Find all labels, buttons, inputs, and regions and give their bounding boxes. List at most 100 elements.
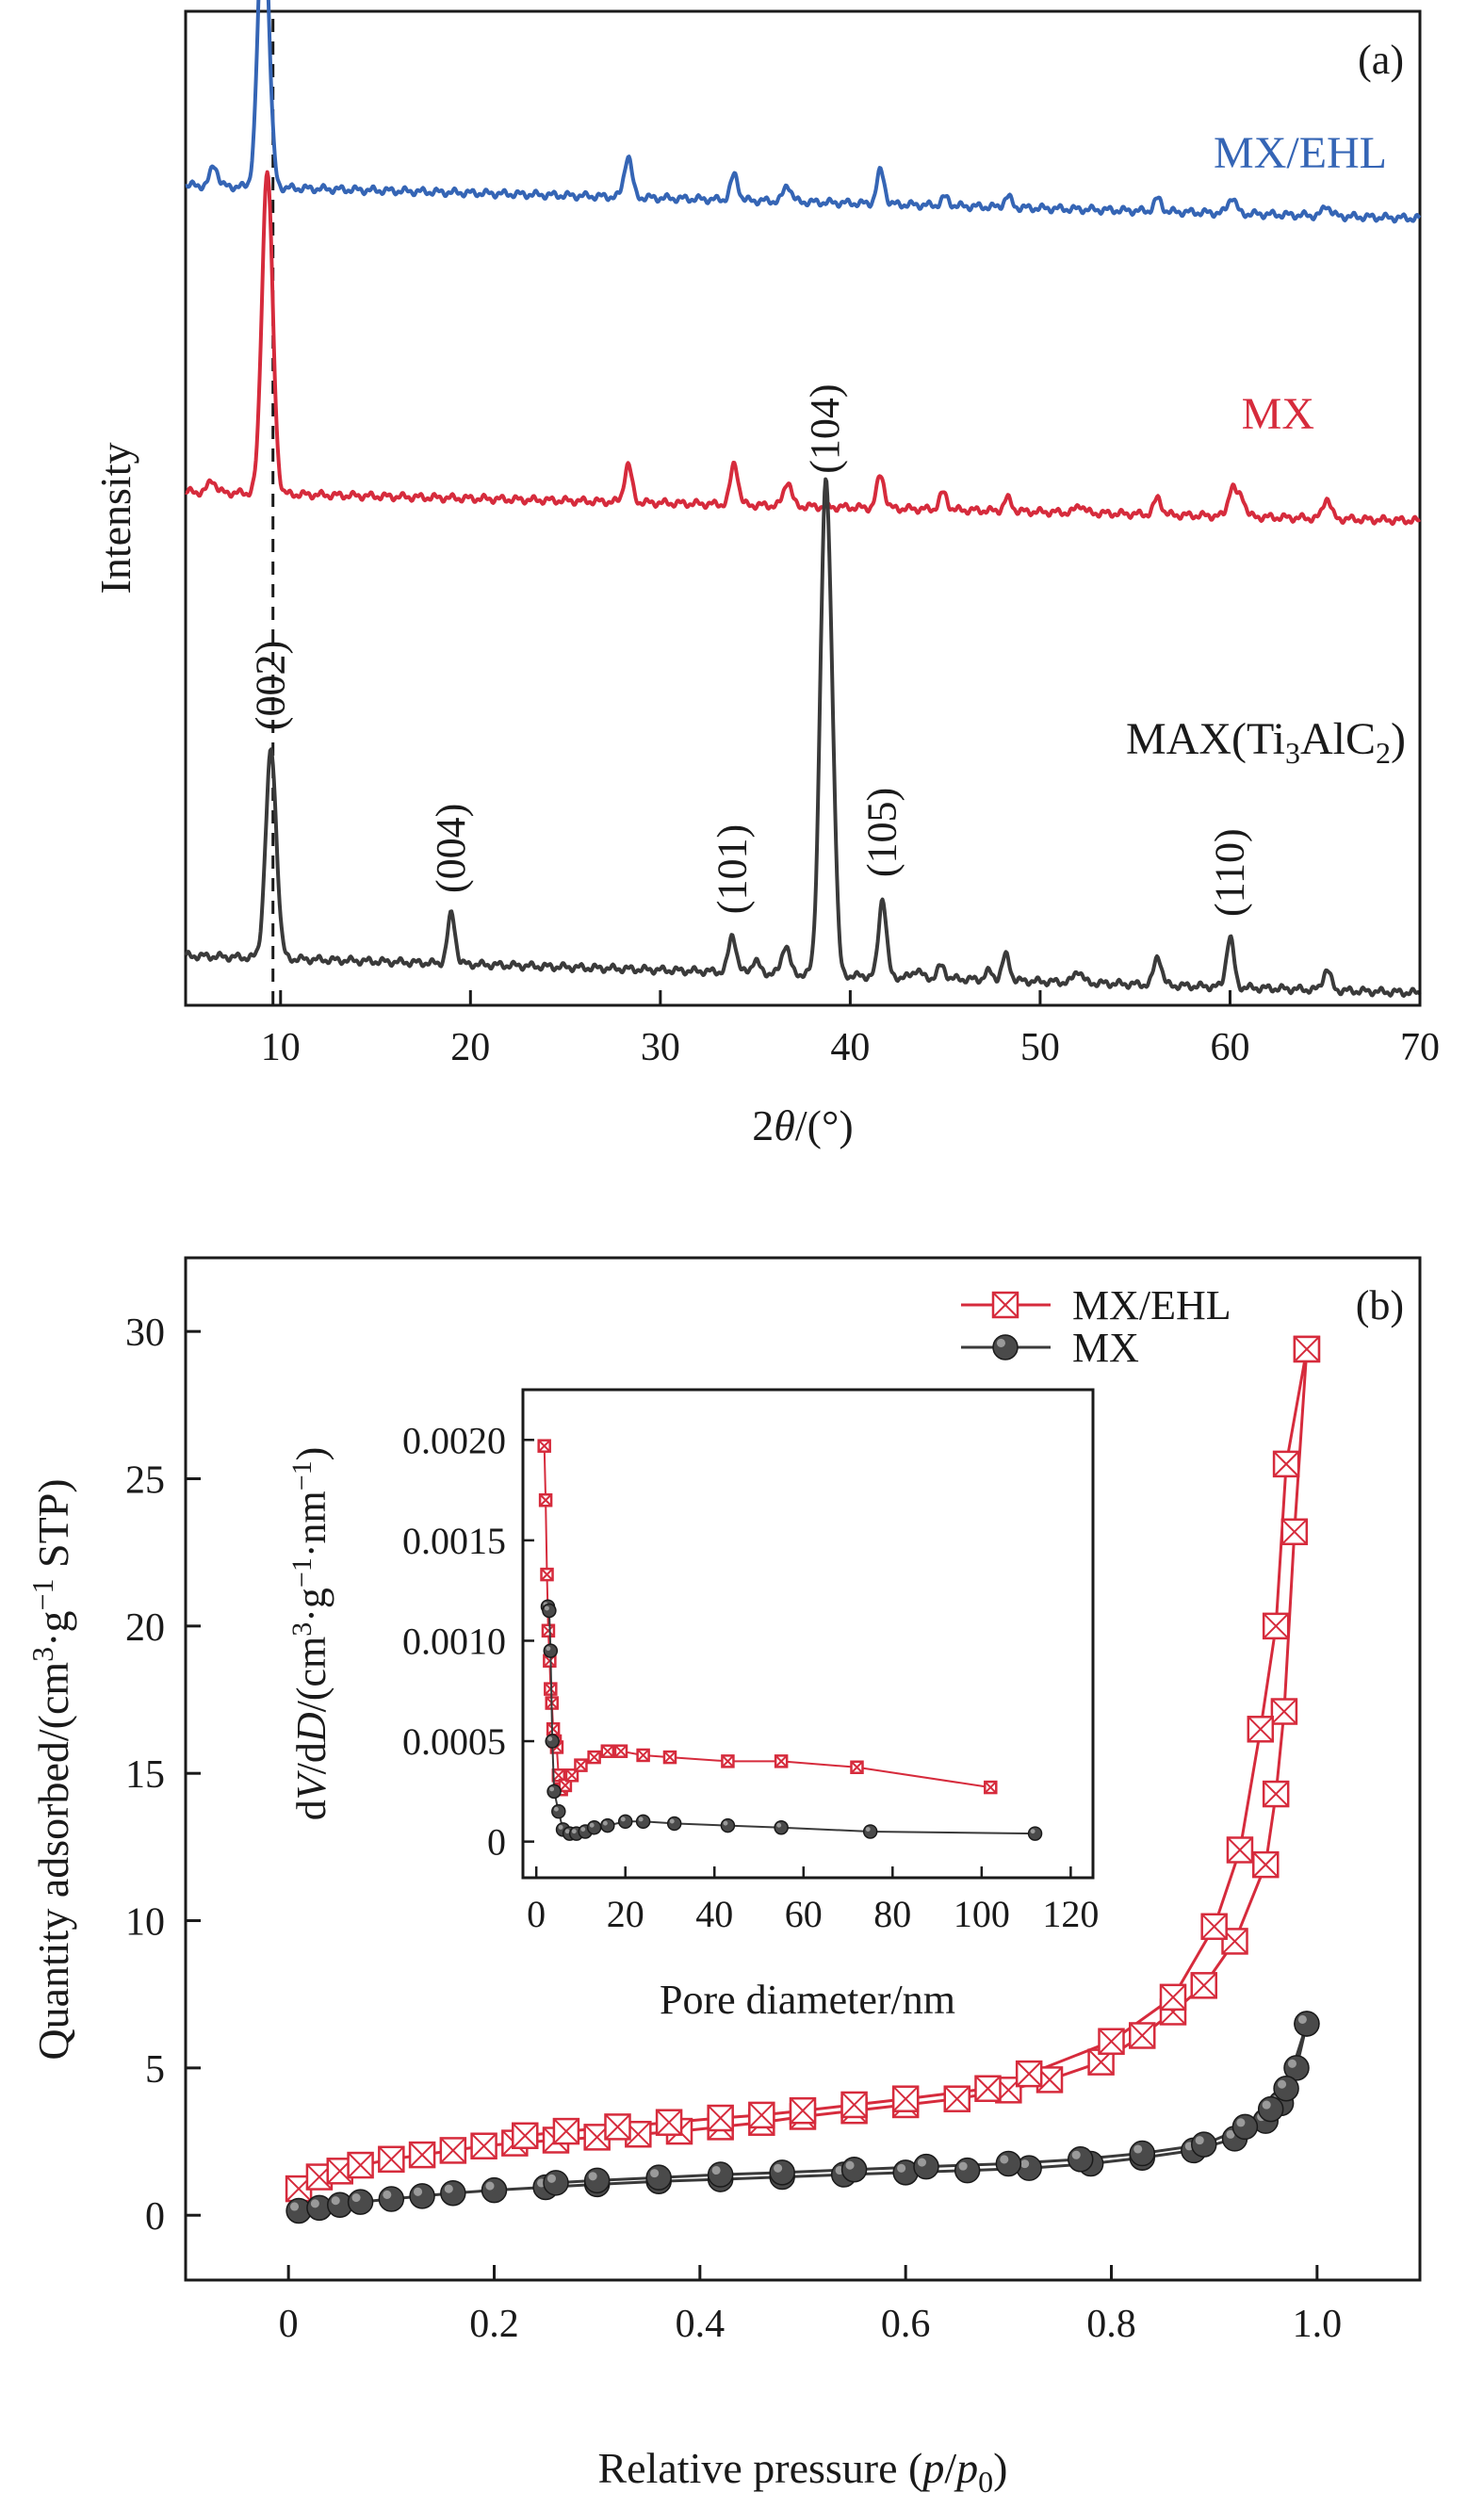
isotherm-plot-frame	[184, 1256, 1422, 2282]
iso-point-mx-ehl-adsorption-20-x2	[1036, 2066, 1063, 2094]
iso-point-mx-adsorption-3	[347, 2189, 374, 2215]
iso-point-mx-ehl-adsorption-22-x2	[1129, 2022, 1155, 2049]
inset-x-axis-label: Pore diameter/nm	[660, 1977, 955, 2023]
iso-point-mx-ehl-desorption-3-x2	[1248, 1716, 1274, 1742]
iso-point-mx-ehl-desorption-7	[1098, 2028, 1125, 2055]
iso-ylabel-mid: ·g	[29, 1610, 77, 1646]
iso-point-mx-ehl-desorption-6	[1159, 1983, 1187, 2012]
peak-label-002: (002)	[248, 641, 294, 730]
inset-x-tick-label-0: 0	[527, 1893, 546, 1935]
peak-label-004: (004)	[428, 804, 474, 893]
inset-point-mx-ehl-0-x2	[537, 1439, 551, 1453]
iso-point-mx-ehl-adsorption-27	[1262, 1780, 1290, 1808]
iso-point-mx-ehl-adsorption-7	[470, 2132, 497, 2159]
inset-point-mx-9-shine	[580, 1827, 586, 1832]
inset-point-mx-ehl-18	[636, 1748, 650, 1763]
inset-point-mx-1-shine	[544, 1605, 549, 1611]
inset-point-mx-ehl-22	[850, 1760, 864, 1775]
iso-point-mx-ehl-desorption-5	[1200, 1913, 1228, 1941]
iso-xlabel-sub0: 0	[978, 2465, 993, 2499]
iso-xlabel-close: )	[993, 2444, 1007, 2492]
iso-point-mx-ehl-desorption-9-x2	[974, 2076, 1002, 2102]
iso-point-mx-ehl-desorption-17	[552, 2117, 580, 2145]
inset-point-mx-ehl-3	[541, 1623, 556, 1638]
iso-point-mx-ehl-adsorption-4-x2	[378, 2146, 405, 2173]
iso-point-mx-ehl-adsorption-29	[1280, 1518, 1309, 1546]
iso-point-mx-desorption-13-shine	[588, 2172, 597, 2181]
iso-point-mx-ehl-desorption-16-x2	[604, 2113, 631, 2141]
iso-point-mx-adsorption-7	[481, 2176, 508, 2204]
iso-y-tick-label-20: 20	[125, 1606, 165, 1650]
iso-point-mx-desorption-7	[995, 2150, 1022, 2177]
iso-point-mx-ehl-desorption-15-x2	[656, 2110, 682, 2136]
inset-point-mx-12	[617, 1814, 633, 1830]
iso-y-tick-label-15: 15	[125, 1753, 165, 1797]
iso-ylabel-supm1: −1	[25, 1578, 59, 1610]
iso-xlabel-main: Relative pressure (	[598, 2444, 923, 2492]
inset-point-mx-ehl-10-x2	[552, 1768, 565, 1782]
inset-point-mx-ehl-2	[540, 1567, 554, 1582]
iso-point-mx-desorption-1	[1273, 2076, 1299, 2102]
iso-point-mx-ehl-adsorption-5	[408, 2141, 436, 2169]
inset-point-mx-ehl-15	[587, 1750, 601, 1765]
iso-point-mx-desorption-11	[707, 2161, 734, 2188]
iso-xlabel-p0: p	[954, 2444, 978, 2492]
xrd-xlabel-theta: θ	[774, 1101, 795, 1149]
peak-label-104: (104)	[802, 383, 848, 473]
iso-point-mx-desorption-6-shine	[1071, 2150, 1081, 2159]
inset-point-mx-ehl-19	[662, 1750, 677, 1765]
inset-point-mx-ehl-18-x2	[636, 1749, 650, 1762]
legend-marker-shape-mx	[992, 1334, 1019, 1360]
inset-y-tick-label-0: 0	[487, 1821, 506, 1864]
iso-point-mx-ehl-adsorption-27-x2	[1263, 1781, 1289, 1807]
inset-point-mx-5	[551, 1803, 566, 1819]
inset-ylabel-nm: ·nm	[288, 1491, 334, 1557]
xrd-x-axis-label: 2θ/(°)	[752, 1101, 853, 1149]
max-label-sub1: 3	[1285, 736, 1300, 770]
iso-point-mx-ehl-desorption-12-x2	[790, 2097, 816, 2124]
iso-point-mx-desorption-3-shine	[1236, 2118, 1246, 2127]
iso-point-mx-adsorption-4-shine	[383, 2190, 392, 2200]
iso-point-mx-ehl-adsorption-28-x2	[1271, 1698, 1297, 1725]
inset-y-tick-label-3: 0.0015	[402, 1520, 506, 1562]
iso-x-tick-label-2: 0.4	[676, 2303, 726, 2346]
iso-point-mx-ehl-adsorption-26	[1252, 1850, 1280, 1879]
inset-point-mx-11-shine	[602, 1820, 608, 1826]
iso-point-mx-ehl-adsorption-3-x2	[347, 2152, 374, 2178]
max-label-main: MAX(Ti	[1126, 714, 1285, 764]
iso-point-mx-ehl-desorption-18-x2	[512, 2123, 538, 2149]
iso-point-mx-desorption-7-shine	[1000, 2155, 1009, 2164]
iso-point-mx-ehl-adsorption-6-x2	[440, 2137, 466, 2164]
iso-x-tick-label-1: 0.2	[469, 2303, 519, 2346]
inset-point-mx-18-shine	[1030, 1829, 1036, 1834]
legend-marker-shape-mx-ehl	[991, 1291, 1019, 1319]
inset-point-mx-7-shine	[564, 1829, 570, 1834]
inset-point-mx-15-shine	[723, 1820, 728, 1826]
iso-point-mx-ehl-adsorption-18	[943, 2085, 970, 2112]
iso-point-mx-ehl-desorption-8	[1015, 2060, 1043, 2088]
x-tick-label-50: 50	[1020, 1026, 1060, 1069]
iso-point-mx-ehl-desorption-14	[707, 2104, 734, 2132]
iso-point-mx-ehl-desorption-15	[655, 2109, 683, 2136]
xrd-xlabel-prefix: 2	[752, 1101, 774, 1149]
iso-point-mx-desorption-8-shine	[917, 2158, 926, 2167]
iso-point-mx-adsorption-6-shine	[444, 2184, 453, 2193]
pore-size-inset: 0 20 40 60 80 100 120 0 0.0005 0.0010 0.0015 0.0020…	[286, 1388, 1099, 2023]
inset-x-tick-label-80: 80	[873, 1893, 911, 1935]
inset-point-mx-4	[546, 1784, 562, 1800]
inset-y-axis-label: dV/dD/(cm3·g−1·nm−1)	[286, 1447, 334, 1821]
iso-point-mx-adsorption-16-shine	[1020, 2159, 1030, 2169]
inset-ylabel-supm1a: −1	[286, 1557, 318, 1588]
iso-point-mx-ehl-desorption-0	[1293, 1335, 1321, 1363]
iso-point-mx-ehl-desorption-13-x2	[748, 2102, 775, 2128]
panel-a-tag: (a)	[1358, 37, 1404, 83]
inset-point-mx-14-shine	[669, 1818, 675, 1824]
iso-point-mx-desorption-4	[1191, 2131, 1217, 2158]
iso-point-mx-ehl-desorption-4	[1226, 1836, 1254, 1864]
inset-point-mx-17-shine	[865, 1827, 871, 1832]
inset-point-mx-12-shine	[620, 1817, 626, 1822]
legend-marker-shape-mx-ehl-x2	[992, 1292, 1019, 1318]
series-label-mx: MX	[1242, 389, 1314, 439]
iso-x-tick-label-0: 0	[279, 2303, 299, 2346]
inset-point-mx-8-shine	[571, 1829, 577, 1834]
